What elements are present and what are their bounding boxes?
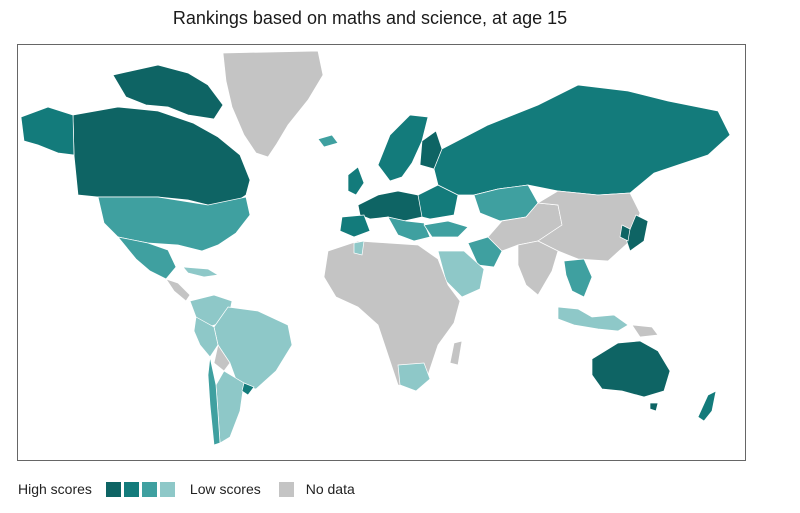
country-central-america: [165, 278, 191, 302]
country-chile: [207, 356, 221, 446]
country-argentina: [215, 370, 245, 444]
country-uruguay: [241, 382, 255, 396]
country-europe-west: [357, 190, 429, 222]
country-mexico: [117, 236, 177, 280]
world-map-svg: [20, 50, 731, 446]
country-png: [631, 324, 659, 338]
country-greenland: [222, 50, 324, 158]
country-china: [536, 190, 641, 262]
country-australia: [591, 340, 671, 398]
country-indonesia: [557, 306, 629, 332]
country-madagascar: [449, 340, 463, 366]
map-legend: High scores Low scores No data: [18, 479, 355, 499]
country-iceland: [317, 134, 339, 148]
country-usa: [97, 196, 251, 252]
country-se-asia: [563, 258, 593, 298]
country-tasmania: [649, 402, 659, 412]
country-africa: [323, 240, 461, 390]
country-caribbean: [182, 266, 220, 278]
country-tunisia: [353, 240, 365, 256]
legend-swatch-4: [159, 481, 175, 497]
country-iberia: [339, 214, 371, 238]
map-title: Rankings based on maths and science, at …: [172, 8, 568, 28]
world-map: [17, 44, 746, 461]
legend-swatch-nodata: [278, 481, 294, 497]
country-russia: [433, 84, 731, 196]
country-canada-islands: [112, 64, 224, 120]
country-south-africa: [397, 362, 431, 392]
country-scandinavia: [377, 114, 429, 182]
country-alaska: [20, 106, 75, 156]
legend-nodata-label: No data: [305, 481, 355, 497]
country-balkans: [387, 216, 431, 242]
legend-swatch-3: [141, 481, 157, 497]
country-uk: [347, 166, 365, 196]
country-iran: [467, 236, 503, 268]
country-new-zealand: [697, 390, 717, 422]
legend-swatch-2: [123, 481, 139, 497]
legend-high-label: High scores: [18, 481, 92, 497]
legend-scale: [105, 481, 178, 497]
legend-low-label: Low scores: [189, 481, 261, 497]
country-canada: [72, 106, 251, 208]
country-india: [517, 240, 559, 296]
legend-swatch-1: [105, 481, 121, 497]
country-korea: [619, 224, 631, 242]
country-turkey: [423, 220, 469, 238]
